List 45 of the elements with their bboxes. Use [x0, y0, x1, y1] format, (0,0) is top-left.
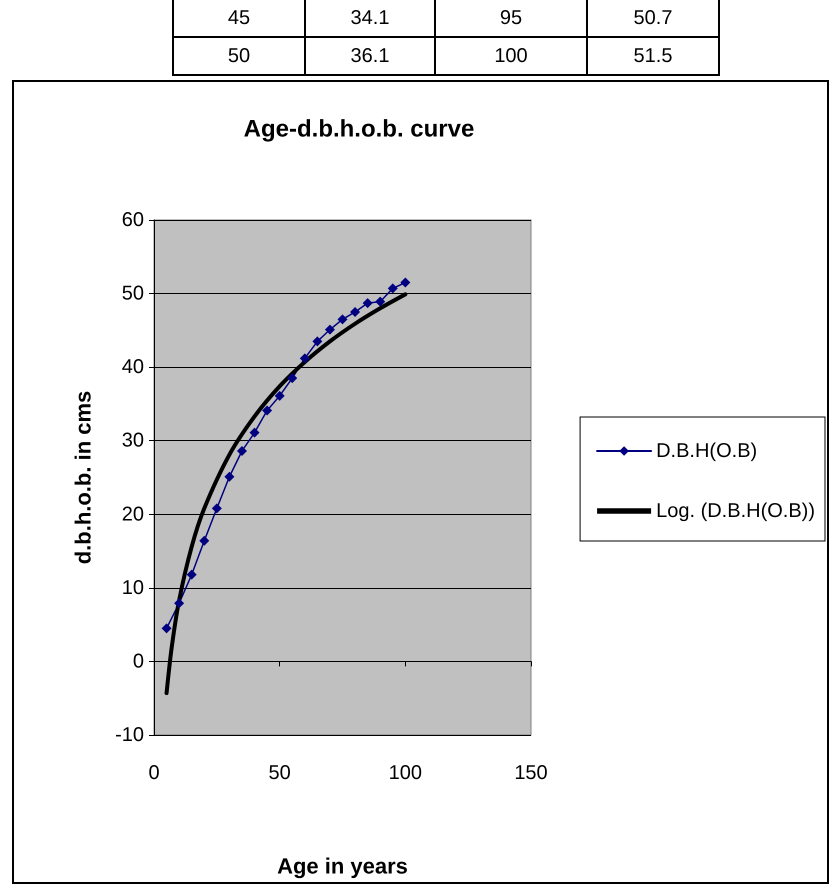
y-tick-label: 0 — [132, 650, 144, 672]
x-tick-label: 100 — [388, 762, 422, 784]
y-tick-label: 20 — [122, 503, 144, 526]
legend-label: D.B.H(O.B) — [656, 440, 758, 462]
text: 51.5 — [587, 37, 719, 75]
text: 36.1 — [305, 37, 435, 75]
point — [212, 503, 222, 514]
point — [224, 472, 234, 482]
x-tick-label: 0 — [148, 762, 160, 784]
point — [287, 373, 298, 384]
point — [174, 598, 184, 608]
text: 50.7 — [587, 0, 719, 37]
text: 95 — [435, 0, 587, 37]
point — [262, 406, 272, 416]
point — [350, 306, 360, 317]
y-axis-title: d.b.h.o.b. in cms — [70, 390, 96, 564]
x-tick-label: 150 — [514, 762, 548, 784]
point — [324, 324, 335, 335]
point — [199, 536, 210, 546]
y-tick-label: 30 — [122, 430, 144, 452]
text: 50 — [173, 37, 305, 75]
text: 100 — [435, 37, 587, 75]
point — [400, 278, 410, 288]
y-tick-label: -10 — [115, 724, 144, 746]
point — [338, 314, 348, 324]
x-axis-title: Age in years — [277, 854, 408, 878]
point — [362, 298, 373, 308]
legend-label: Log. (D.B.H(O.B)) — [656, 500, 816, 522]
point — [236, 446, 247, 456]
y-tick-label: 60 — [122, 209, 144, 231]
text: 45 — [173, 0, 305, 37]
x-tick-label: 50 — [268, 762, 291, 784]
text: 34.1 — [305, 0, 435, 37]
point — [250, 428, 260, 438]
y-tick-label: 50 — [122, 282, 144, 305]
point — [274, 390, 285, 401]
point — [388, 283, 398, 294]
point — [375, 296, 386, 307]
y-tick-label: 40 — [122, 356, 144, 378]
point — [162, 623, 172, 634]
point — [300, 353, 310, 364]
y-tick-label: 10 — [122, 576, 144, 599]
point — [312, 336, 322, 346]
point — [186, 570, 197, 580]
chart-title: Age-d.b.h.o.b. curve — [244, 116, 474, 142]
